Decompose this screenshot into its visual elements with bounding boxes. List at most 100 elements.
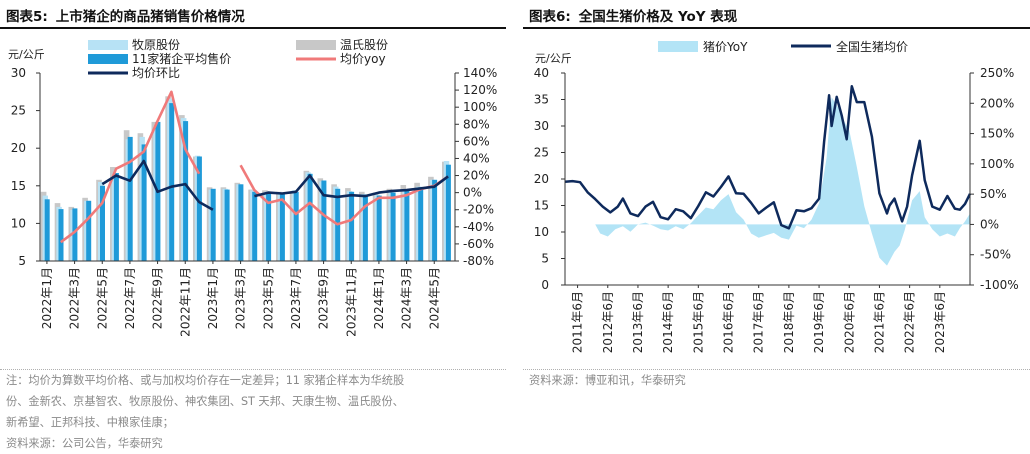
figure-5-note-line: 份、金新农、京基智农、牧原股份、神农集团、ST 天邦、天康生物、温氏股份、 [6, 395, 404, 408]
right-axis-tick-label: -80% [463, 254, 494, 268]
right-axis-tick-label: -50% [980, 248, 1011, 262]
figure-6-label: 图表6: [529, 9, 571, 25]
bar-11家猪企平均售价 [141, 144, 147, 261]
bar-11家猪企平均售价 [44, 199, 50, 261]
right-axis-tick-label: 120% [463, 83, 497, 97]
x-axis-tick-label: 2023年7月 [289, 267, 303, 329]
right-axis-tick-label: 250% [980, 66, 1014, 80]
bar-11家猪企平均售价 [169, 103, 175, 261]
figure-5-title-rule [0, 27, 506, 29]
bar-11家猪企平均售价 [445, 164, 451, 261]
right-axis-tick-label: -60% [463, 237, 494, 251]
area-猪价YoY [565, 97, 970, 266]
x-axis-tick-label: 2022年5月 [95, 267, 109, 329]
line-全国生猪均价 [564, 85, 972, 230]
bar-11家猪企平均售价 [362, 194, 368, 261]
x-axis-tick-label: 2017年6月 [752, 291, 766, 353]
x-axis-tick-label: 2023年11月 [344, 267, 358, 337]
legend-swatch-温氏股份 [296, 40, 336, 50]
bar-11家猪企平均售价 [390, 192, 396, 261]
figure-6-source: 资料来源：博亚和讯，华泰研究 [529, 374, 686, 387]
bar-11家猪企平均售价 [252, 191, 258, 261]
bar-11家猪企平均售价 [72, 208, 78, 261]
figure-6-heading: 全国生猪价格及 YoY 表现 [578, 9, 738, 25]
figure-5-panel: 图表5: 上市猪企的商品猪销售价格情况 元/公斤 5 10 15 20 25 30 -80% -6… [0, 0, 515, 452]
right-axis-tick-label: -40% [463, 220, 494, 234]
figure-5-label: 图表5: [6, 9, 48, 25]
legend-swatch-11家猪企平均售价 [88, 54, 128, 64]
bar-11家猪企平均售价 [210, 188, 216, 261]
line-均价环比 [101, 159, 449, 211]
right-axis-tick-label: 150% [980, 127, 1014, 141]
x-axis-tick-label: 2013年6月 [631, 291, 645, 353]
bar-11家猪企平均售价 [321, 180, 327, 261]
legend-label-温氏股份: 温氏股份 [340, 38, 388, 52]
left-axis-tick-label: 35 [534, 93, 549, 107]
x-axis-tick-label: 2023年1月 [206, 267, 220, 329]
x-axis-tick-label: 2024年5月 [427, 267, 441, 329]
bar-11家猪企平均售价 [100, 185, 105, 261]
legend-swatch-猪价YoY [658, 41, 698, 52]
right-axis-tick-label: 80% [463, 117, 490, 131]
bar-11家猪企平均售价 [127, 136, 133, 261]
x-axis-tick-label: 2021年6月 [872, 291, 886, 353]
x-axis-tick-label: 2022年3月 [68, 267, 82, 329]
legend-label-均价环比: 均价环比 [132, 66, 180, 80]
right-axis-tick-label: 100% [980, 157, 1014, 171]
legend-label-全国生猪均价: 全国生猪均价 [836, 39, 908, 54]
bar-11家猪企平均售价 [404, 190, 410, 261]
left-axis-tick-label: 5 [18, 254, 26, 268]
bar-11家猪企平均售价 [196, 156, 202, 261]
x-axis-tick-label: 2012年6月 [601, 291, 615, 353]
right-axis-tick-label: -100% [980, 278, 1019, 292]
bar-11家猪企平均售价 [432, 179, 438, 261]
bar-11家猪企平均售价 [376, 195, 382, 261]
figure-6-title: 图表6: 全国生猪价格及 YoY 表现 [529, 5, 737, 25]
bar-11家猪企平均售价 [307, 173, 313, 261]
bar-11家猪企平均售价 [266, 193, 272, 261]
right-axis-tick-label: 40% [463, 151, 490, 165]
x-axis-tick-label: 2022年7月 [123, 267, 137, 329]
x-axis-tick-label: 2023年9月 [317, 267, 331, 329]
left-axis-tick-label: 25 [534, 146, 549, 160]
bar-11家猪企平均售价 [279, 193, 285, 261]
x-axis-tick-label: 2023年5月 [261, 267, 275, 329]
figure-5-note-line: 注：均价为算数平均价格、或与加权均价存在一定差异；11 家猪企样本为华统股 [6, 374, 405, 387]
left-axis-unit: 元/公斤 [8, 48, 45, 61]
left-axis-tick-label: 0 [541, 278, 549, 292]
x-axis-tick-label: 2018年6月 [782, 291, 796, 353]
legend-swatch-牧原股份 [88, 40, 128, 50]
left-axis-tick-label: 5 [541, 252, 549, 266]
x-axis-tick-label: 2022年11月 [178, 267, 192, 337]
right-axis-tick-label: 100% [463, 100, 497, 114]
left-axis-unit: 元/公斤 [535, 52, 572, 65]
right-axis-tick-label: 20% [463, 169, 490, 183]
left-axis-tick-label: 40 [534, 66, 549, 80]
legend-label-牧原股份: 牧原股份 [132, 38, 180, 52]
bar-11家猪企平均售价 [113, 173, 119, 261]
line-均价yoy [60, 90, 449, 244]
x-axis-tick-label: 2024年3月 [400, 267, 414, 329]
x-axis-tick-label: 2016年6月 [722, 291, 736, 353]
legend-label-猪价YoY: 猪价YoY [703, 40, 748, 54]
left-axis-tick-label: 30 [534, 119, 549, 133]
bar-11家猪企平均售价 [86, 200, 92, 261]
x-axis-tick-label: 2022年1月 [40, 267, 54, 329]
figure-5-title: 图表5: 上市猪企的商品猪销售价格情况 [6, 5, 245, 25]
x-axis-tick-label: 2024年1月 [372, 267, 386, 329]
figure-6-title-rule [523, 27, 1030, 29]
x-axis-tick-label: 2023年3月 [234, 267, 248, 329]
x-axis-tick-label: 2015年6月 [691, 291, 705, 353]
left-axis-tick-label: 10 [11, 216, 26, 230]
x-axis-tick-label: 2023年6月 [933, 291, 947, 353]
bar-11家猪企平均售价 [224, 189, 230, 261]
bar-11家猪企平均售价 [58, 209, 64, 261]
x-axis-tick-label: 2019年6月 [812, 291, 826, 353]
right-axis-tick-label: 200% [980, 96, 1014, 110]
right-axis-tick-label: -20% [463, 203, 494, 217]
figure-5-notes-rule [0, 369, 506, 370]
left-axis-tick-label: 30 [11, 66, 26, 80]
figure-6-chart: 元/公斤 0 5 10 15 20 25 30 35 40 -100% -50% 0% 50% 100% 15… [534, 39, 1019, 353]
legend-label-11家猪企平均售价: 11家猪企平均售价 [132, 51, 231, 66]
figure-5-source: 资料来源：公司公告，华泰研究 [6, 437, 163, 450]
